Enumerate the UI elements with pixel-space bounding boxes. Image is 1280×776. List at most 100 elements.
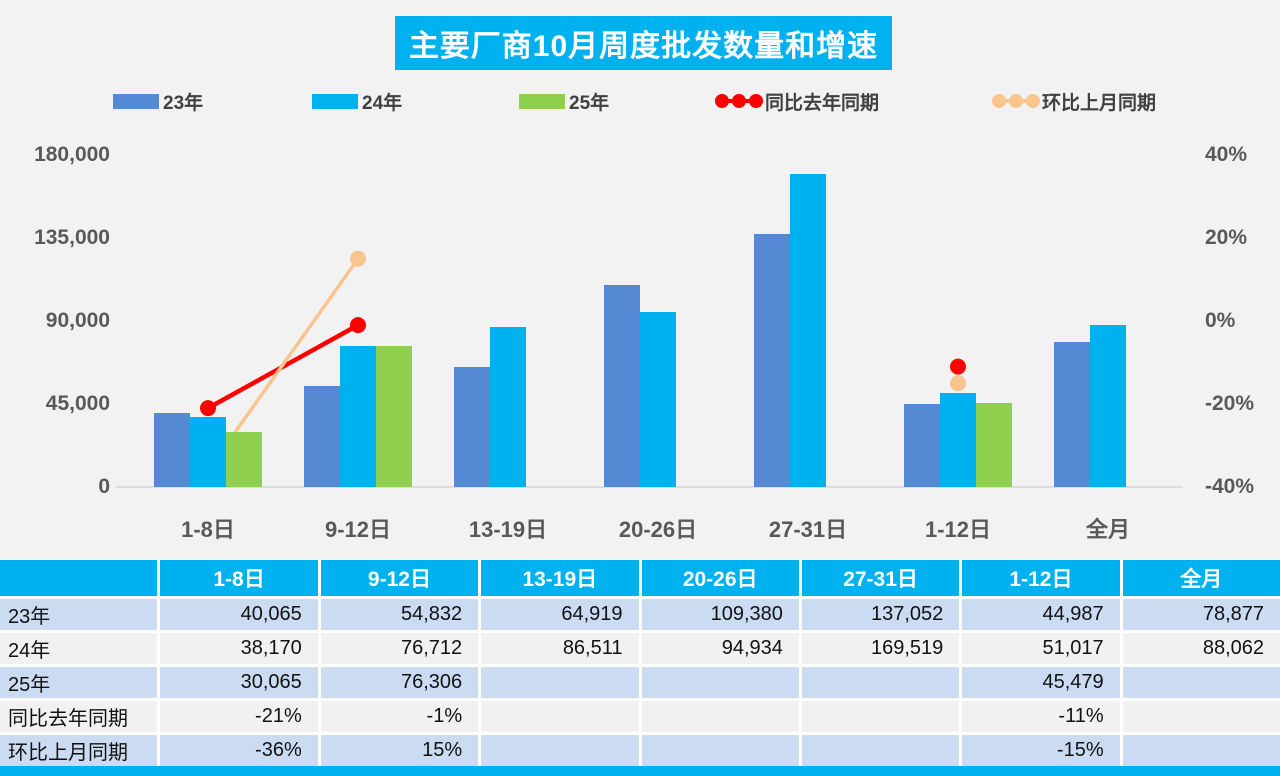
table-cell [641, 667, 799, 698]
table-cell: 54,832 [320, 599, 479, 630]
legend-item-1: 24年 [312, 88, 402, 114]
legend-swatch-icon [519, 93, 565, 109]
left-axis-tick-label: 45,000 [45, 392, 110, 415]
bar-24年-20-26日 [640, 312, 676, 487]
table-cell [1122, 667, 1280, 698]
marker-环比上月同期-1-12日 [950, 375, 966, 392]
x-axis-label-1-12日: 1-12日 [924, 517, 992, 542]
table-cell: 76,712 [320, 633, 479, 664]
left-axis-tick-label: 135,000 [34, 226, 110, 249]
marker-同比去年同期-1-12日 [950, 358, 966, 375]
x-axis-label-20-26日: 20-26日 [618, 517, 698, 542]
marker-同比去年同期-9-12日 [350, 317, 366, 334]
legend-swatch-icon [113, 93, 159, 109]
table-cell: 86,511 [481, 633, 639, 664]
table-cell [481, 735, 639, 766]
right-axis-tick-label: 0% [1205, 309, 1236, 332]
data-table: 1-8日 9-12日 13-19日 20-26日 27-31日 1-12日 全月 23年 40,… [0, 560, 1280, 766]
left-axis-tick-label: 180,000 [34, 143, 110, 166]
bar-23年-20-26日 [604, 285, 640, 487]
table-cell: -1% [320, 701, 479, 732]
table-cell [1122, 701, 1280, 732]
right-axis-tick-label: 40% [1205, 143, 1248, 166]
table-cell: 51,017 [962, 633, 1120, 664]
table-cell [801, 667, 960, 698]
marker-环比上月同期-9-12日 [350, 250, 366, 267]
table-cell: 94,934 [641, 633, 799, 664]
legend-label: 环比上月同期 [1042, 92, 1157, 114]
table-cell [641, 735, 799, 766]
bar-23年-1-8日 [154, 413, 190, 487]
table-cell: 45,479 [962, 667, 1120, 698]
right-axis-tick-label: 20% [1205, 226, 1248, 249]
table-cell: 88,062 [1122, 633, 1280, 664]
table-header-20-26日: 20-26日 [641, 560, 799, 596]
marker-同比去年同期-1-8日 [200, 400, 216, 417]
table-row-label-25年: 25年 [0, 667, 158, 698]
x-axis-label-全月: 全月 [1085, 517, 1130, 542]
table-row-label-24年: 24年 [0, 633, 158, 664]
legend-item-0: 23年 [113, 88, 203, 114]
table-header-13-19日: 13-19日 [481, 560, 639, 596]
table-cell: -11% [962, 701, 1120, 732]
x-axis-label-1-8日: 1-8日 [181, 517, 235, 542]
bar-23年-27-31日 [754, 234, 790, 487]
table-cell [1122, 735, 1280, 766]
table-cell: 38,170 [160, 633, 318, 664]
chart-title-text: 主要厂商10月周度批发数量和增速 [408, 30, 879, 63]
chart-legend: 23年 24年 25年 同比去年同期 环比上月同期 [0, 88, 1280, 114]
table-cell: 64,919 [481, 599, 639, 630]
table-header-1-12日: 1-12日 [962, 560, 1120, 596]
table-header-9-12日: 9-12日 [320, 560, 479, 596]
legend-label: 23年 [163, 92, 204, 114]
bar-25年-1-12日 [976, 403, 1012, 487]
legend-item-2: 25年 [519, 88, 609, 114]
table-cell: 169,519 [801, 633, 960, 664]
left-axis-tick-label: 90,000 [45, 309, 110, 332]
table-cell: -36% [160, 735, 318, 766]
plot-area [133, 155, 1183, 487]
legend-label: 25年 [569, 92, 610, 114]
x-axis-label-13-19日: 13-19日 [468, 517, 548, 542]
legend-line-marker-icon [992, 93, 1040, 109]
bar-24年-1-8日 [190, 417, 226, 487]
legend-label: 24年 [362, 92, 403, 114]
table-header-1-8日: 1-8日 [160, 560, 318, 596]
table-cell: -21% [160, 701, 318, 732]
table-cell: 15% [320, 735, 479, 766]
table-header-blank [0, 560, 158, 596]
bar-23年-全月 [1054, 342, 1090, 487]
table-cell: 40,065 [160, 599, 318, 630]
left-axis-tick-label: 0 [98, 475, 110, 498]
chart-title: 主要厂商10月周度批发数量和增速 [395, 16, 892, 70]
table-header-全月: 全月 [1122, 560, 1280, 596]
bar-24年-9-12日 [340, 346, 376, 487]
x-axis-label-27-31日: 27-31日 [768, 517, 848, 542]
table-cell: 137,052 [801, 599, 960, 630]
bar-24年-13-19日 [490, 327, 526, 487]
table-cell: 78,877 [1122, 599, 1280, 630]
bottom-accent-bar [0, 766, 1280, 776]
legend-item-3: 同比去年同期 [715, 88, 879, 114]
table-cell: 76,306 [320, 667, 479, 698]
legend-swatch-icon [312, 93, 358, 109]
bar-25年-1-8日 [226, 432, 262, 487]
table-cell [641, 701, 799, 732]
table-cell: 109,380 [641, 599, 799, 630]
table-row-label-同比去年同期: 同比去年同期 [0, 701, 158, 732]
table-cell: 44,987 [962, 599, 1120, 630]
bar-24年-27-31日 [790, 174, 826, 487]
bar-23年-1-12日 [904, 404, 940, 487]
table-row-label-环比上月同期: 环比上月同期 [0, 735, 158, 766]
x-axis-label-9-12日: 9-12日 [324, 517, 392, 542]
table-cell [801, 735, 960, 766]
legend-label: 同比去年同期 [765, 92, 880, 114]
table-cell [481, 667, 639, 698]
table-header-27-31日: 27-31日 [801, 560, 960, 596]
x-axis-baseline [116, 486, 1183, 488]
bar-25年-9-12日 [376, 346, 412, 487]
legend-item-4: 环比上月同期 [992, 88, 1156, 114]
legend-line-marker-icon [715, 93, 763, 109]
table-cell: -15% [962, 735, 1120, 766]
